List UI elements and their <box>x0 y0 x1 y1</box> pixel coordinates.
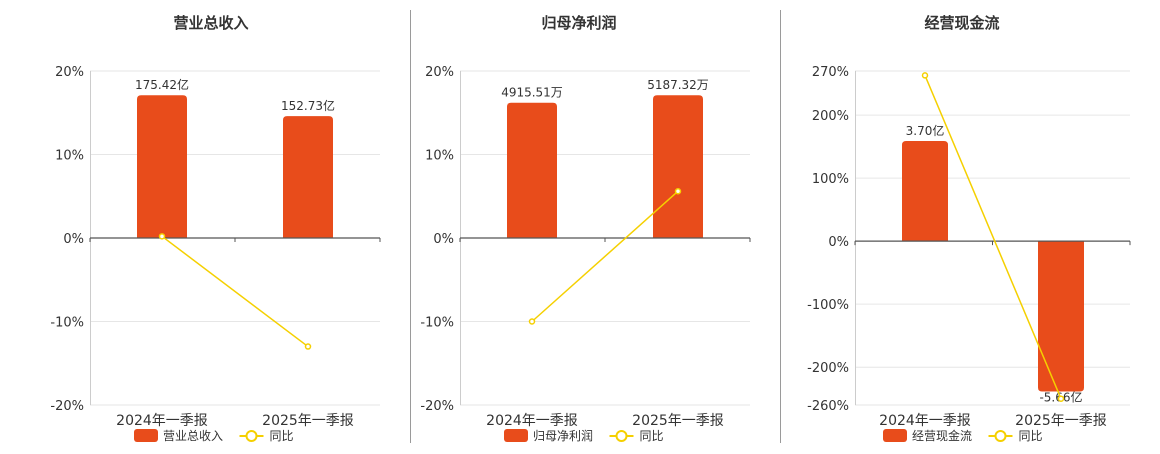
legend-bar-label: 归母净利润 <box>533 429 593 443</box>
yoy-point <box>528 318 536 325</box>
bar-value-label: 152.73亿 <box>281 98 335 113</box>
legend-line-label: 同比 <box>1019 429 1043 443</box>
legend-bar-swatch <box>134 429 158 442</box>
bar <box>653 95 703 238</box>
legend-bar-label: 经营现金流 <box>912 428 972 443</box>
yoy-point <box>921 72 929 79</box>
bar <box>1038 241 1084 392</box>
y-tick-label: 0% <box>828 235 849 250</box>
y-tick-label: -200% <box>807 361 849 376</box>
y-tick-label: -10% <box>50 316 84 331</box>
legend-line-marker <box>245 430 258 442</box>
y-tick-label: 10% <box>425 149 454 164</box>
y-tick-label: -20% <box>50 399 84 414</box>
yoy-point <box>674 187 682 195</box>
chart-title: 经营现金流 <box>924 14 999 32</box>
yoy-point <box>158 233 166 240</box>
y-tick-label: 0% <box>63 232 84 247</box>
y-tick-label: 20% <box>425 65 454 80</box>
x-tick-label: 2025年一季报 <box>262 413 354 429</box>
yoy-point <box>1057 395 1065 402</box>
yoy-line <box>531 190 679 323</box>
x-tick-label: 2024年一季报 <box>879 413 971 429</box>
chart-panel: 营业总收入 20% 10% 0% -10% -20% 175.42亿 152.73亿 2024年… <box>50 14 381 443</box>
y-tick-label: -260% <box>807 399 849 414</box>
legend-bar-label: 营业总收入 <box>163 429 223 443</box>
y-tick-label: -10% <box>420 316 454 331</box>
x-tick-label: 2024年一季报 <box>486 413 578 429</box>
chart-title: 归母净利润 <box>541 14 616 32</box>
bar-value-label: 4915.51万 <box>501 86 563 100</box>
bar-value-label: 175.42亿 <box>135 77 189 92</box>
y-tick-label: 20% <box>55 65 84 80</box>
bar <box>283 116 333 238</box>
legend-line-marker <box>994 430 1007 442</box>
y-tick-label: 100% <box>812 172 849 187</box>
bar <box>902 140 948 242</box>
y-tick-label: 10% <box>55 149 84 164</box>
bar <box>137 95 187 238</box>
chart-title: 营业总收入 <box>173 14 248 32</box>
bar-value-label: 5187.32万 <box>647 78 709 92</box>
legend-line-label: 同比 <box>270 429 294 443</box>
y-tick-label: -20% <box>420 399 454 414</box>
bar <box>507 102 557 238</box>
x-tick-label: 2024年一季报 <box>116 413 208 429</box>
x-tick-label: 2025年一季报 <box>1015 413 1107 429</box>
yoy-point <box>304 343 312 350</box>
yoy-line <box>924 75 1062 399</box>
y-tick-label: -100% <box>807 298 849 313</box>
legend-line-label: 同比 <box>640 429 664 443</box>
bar-value-label: 3.70亿 <box>906 123 945 138</box>
chart-panel: 经营现金流270%200%100%0%-100%-200%-260%3.70亿-… <box>807 14 1131 443</box>
chart-panel: 归母净利润 20% 10% 0% -10% -20% 4915.51万 5187.32万 202… <box>420 14 751 443</box>
y-tick-label: 270% <box>812 65 849 80</box>
legend-bar-swatch <box>883 429 907 442</box>
y-tick-label: 200% <box>812 109 849 124</box>
legend-bar-swatch <box>504 429 528 442</box>
legend-line-marker <box>615 430 628 442</box>
y-tick-label: 0% <box>433 232 454 247</box>
yoy-line <box>161 235 309 348</box>
x-tick-label: 2025年一季报 <box>632 413 724 429</box>
